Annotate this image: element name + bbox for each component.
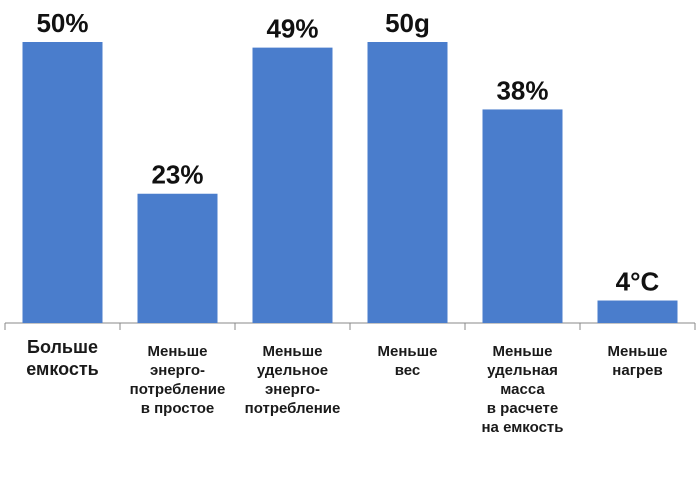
bar <box>137 193 218 323</box>
value-label: 49% <box>266 14 318 44</box>
x-tick-label: Меньше нагрев <box>607 343 668 379</box>
bar <box>482 109 563 323</box>
x-tick-label: Меньше удельная масса в расчете на емкос… <box>481 343 564 436</box>
bar <box>22 42 103 323</box>
x-tick-label: Меньше энерго- потребление в простое <box>129 343 226 417</box>
bar <box>367 42 448 323</box>
value-label: 4°C <box>616 267 660 297</box>
x-tick-label: Меньше вес <box>377 343 438 379</box>
value-label: 23% <box>151 160 203 190</box>
bar <box>597 300 678 323</box>
value-label: 50% <box>36 8 88 38</box>
x-tick-label: Больше емкость <box>26 337 99 379</box>
bar <box>252 47 333 324</box>
value-label: 50g <box>385 8 430 38</box>
value-label: 38% <box>496 75 548 105</box>
x-tick-label: Меньше удельное энерго- потребление <box>244 343 341 417</box>
